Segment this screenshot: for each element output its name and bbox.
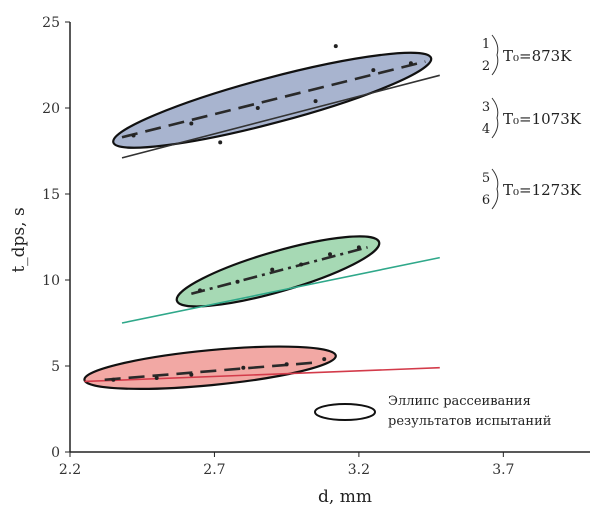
fit-line-solid [84,366,440,383]
legend-ellipse-symbol [314,403,376,421]
legend-label: T₀=1073K [503,110,582,128]
legend-number-top: 1 [482,37,490,52]
legend-label-symbol: T [503,47,513,65]
legend-ellipse-text: Эллипс рассеивания [388,394,531,409]
legend-ellipse-text: результатов испытаний [388,414,551,429]
fit-line-solid [121,256,440,324]
y-tick-label: 25 [42,15,60,31]
fit-line-dashed [121,60,426,139]
legend-brace [491,34,499,76]
x-tick-label: 3.2 [348,462,370,478]
y-tick-label: 0 [51,445,60,461]
data-point [408,61,413,66]
data-point [322,357,327,362]
data-point [198,288,202,293]
data-point [299,262,304,267]
legend-label-symbol: T [503,110,513,128]
data-point [270,267,275,272]
data-point [131,133,136,138]
legend-brace [491,97,499,139]
legend-label: T₀=1273K [503,181,582,199]
data-point [218,140,223,145]
x-axis-label: d, mm [318,487,372,507]
y-tick-label: 15 [42,187,60,203]
fit-line-dashed [104,361,316,382]
series-group-3 [83,345,440,390]
data-point [154,376,159,381]
fit-line-dashed [191,246,368,296]
legend-label-value: ₀=1273K [513,181,582,199]
series-group-2 [121,235,440,324]
legend-brace [491,168,499,210]
legend-label-symbol: T [503,181,513,199]
data-point [313,99,318,104]
legend-number-top: 3 [482,100,490,115]
x-tick-label: 2.2 [59,462,81,478]
data-point [328,252,332,257]
legend-number-bottom: 6 [482,193,490,208]
data-point [241,365,246,370]
legend-number-bottom: 4 [482,122,490,137]
y-tick-label: 5 [51,359,60,375]
legend-number-bottom: 2 [482,59,490,74]
series-group-1 [112,44,440,159]
legend-label: T₀=873K [503,47,572,65]
data-point [371,68,376,73]
data-point [284,362,289,367]
legend-number-top: 5 [482,171,490,186]
y-axis-label: t_dps, s [9,207,29,272]
fit-line-solid [121,74,440,159]
data-point [333,44,338,49]
y-tick-label: 20 [42,101,60,117]
x-tick-label: 3.7 [492,462,514,478]
data-point [189,121,194,126]
data-point [356,245,361,250]
scatter-ellipse [83,345,337,390]
legend-label-value: ₀=873K [513,47,572,65]
data-point [255,106,260,110]
x-tick-label: 2.7 [203,462,225,478]
y-tick-label: 10 [42,273,60,289]
data-point [111,377,116,382]
data-point [235,279,240,284]
data-point [189,372,194,377]
legend-label-value: ₀=1073K [513,110,582,128]
